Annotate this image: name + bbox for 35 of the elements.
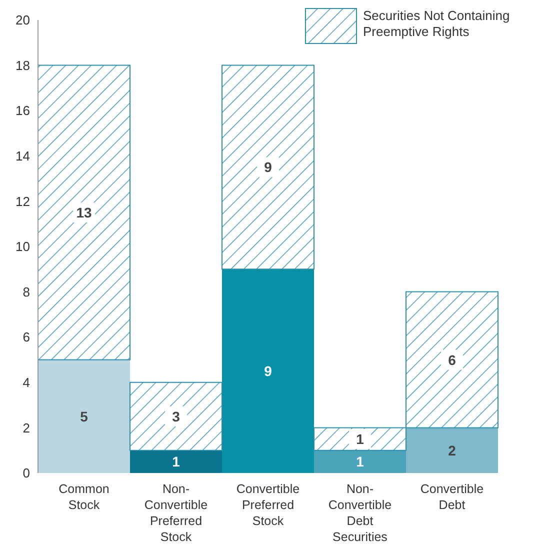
y-tick-label: 8 bbox=[22, 284, 30, 300]
data-label: 5 bbox=[80, 408, 88, 424]
data-label: 9 bbox=[264, 363, 272, 380]
data-label: 6 bbox=[448, 352, 456, 368]
data-label: 1 bbox=[356, 454, 364, 470]
data-label: 1 bbox=[172, 454, 180, 470]
y-tick-label: 12 bbox=[16, 194, 30, 209]
data-label: 9 bbox=[264, 159, 272, 176]
text: Securities Not Containing Preemptive Rights bbox=[363, 8, 511, 40]
y-tick-label: 6 bbox=[22, 330, 30, 345]
bar bbox=[222, 269, 314, 473]
data-label: 2 bbox=[448, 442, 456, 458]
bar bbox=[130, 450, 222, 473]
y-tick-label: 2 bbox=[22, 420, 30, 436]
data-label: 13 bbox=[76, 204, 92, 221]
x-tick-label: Non-Convertible Preferred Stock bbox=[144, 482, 208, 544]
x-tick-label: Convertible Debt bbox=[420, 482, 484, 512]
bar bbox=[314, 450, 406, 473]
bar bbox=[130, 382, 222, 451]
bar bbox=[222, 64, 314, 270]
y-tick-label: 14 bbox=[16, 148, 30, 164]
x-tick-label: Common Stock bbox=[58, 482, 110, 512]
y-tick-label: 20 bbox=[16, 12, 30, 28]
y-tick-label: 18 bbox=[16, 58, 30, 73]
bar bbox=[38, 360, 130, 473]
data-label: 3 bbox=[172, 408, 180, 424]
bar bbox=[406, 428, 498, 473]
x-tick-label: Convertible Preferred Stock bbox=[236, 482, 300, 528]
x-tick-label: Non-Convertible Debt Securities bbox=[328, 482, 392, 544]
y-tick-label: 16 bbox=[16, 103, 30, 118]
data-label: 1 bbox=[356, 431, 364, 448]
bar bbox=[38, 64, 130, 360]
y-tick-label: 4 bbox=[22, 375, 30, 390]
y-tick-label: 0 bbox=[22, 466, 30, 481]
y-tick-label: 10 bbox=[16, 239, 30, 254]
